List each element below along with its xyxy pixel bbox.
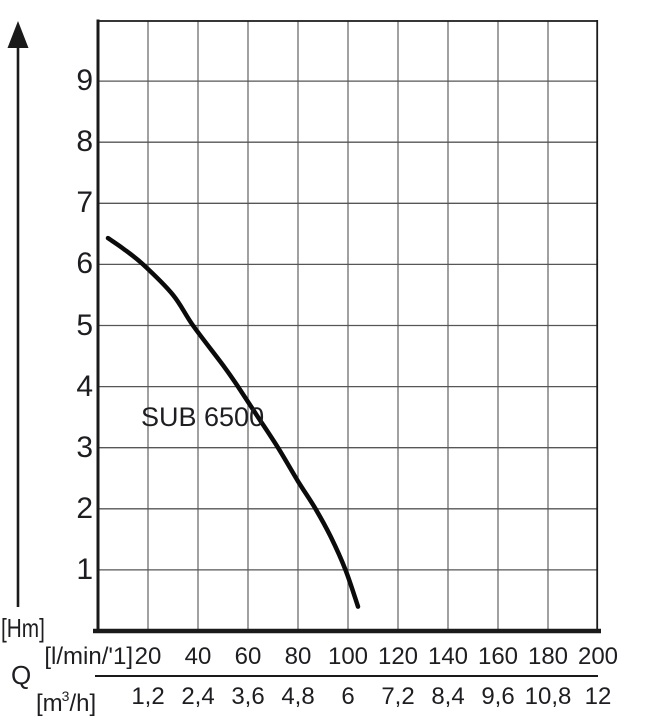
x-tick-label-m3h: 2,4 — [181, 683, 215, 710]
x-tick-label-lmin: 40 — [184, 643, 212, 670]
plot-border — [93, 19, 601, 634]
x-axis-m3h-unit-label: [m3/h] — [36, 684, 96, 717]
y-tick-label: 2 — [76, 491, 93, 525]
x-tick-label-lmin: 160 — [477, 643, 519, 670]
m3h-unit-superscript: 3 — [61, 688, 70, 704]
y-tick-label: 6 — [76, 247, 93, 281]
x-tick-label-lmin: 120 — [377, 643, 419, 670]
x-tick-label-lmin: 80 — [284, 643, 312, 670]
x-tick-label-lmin: 20 — [134, 643, 162, 670]
x-tick-label-m3h: 1,2 — [131, 683, 165, 710]
x-tick-label-lmin: 200 — [577, 643, 619, 670]
x-tick-label-m3h: 9,6 — [481, 683, 515, 710]
x-tick-label-m3h: 6 — [341, 683, 355, 710]
y-tick-label: 4 — [76, 369, 93, 403]
m3h-unit-suffix: /h] — [69, 690, 97, 717]
x-tick-label-m3h: 3,6 — [231, 683, 265, 710]
curve-label: SUB 6500 — [141, 402, 265, 432]
x-tick-label-m3h: 10,8 — [524, 683, 572, 710]
x-tick-label-m3h: 12 — [584, 683, 612, 710]
x-tick-label-lmin: 60 — [234, 643, 262, 670]
x-tick-label-m3h: 7,2 — [381, 683, 415, 710]
y-tick-label: 3 — [76, 430, 93, 464]
x-axis-row-separator — [95, 675, 598, 677]
x-tick-label-m3h: 8,4 — [431, 683, 465, 710]
x-tick-label-m3h: 4,8 — [281, 683, 315, 710]
y-tick-label: 5 — [76, 308, 93, 342]
y-tick-label: 9 — [76, 64, 93, 98]
pump-curve — [105, 235, 361, 609]
y-tick-label: 8 — [76, 125, 93, 159]
x-axis-quantity-label: Q — [11, 660, 32, 690]
m3h-unit-prefix: [m — [36, 690, 63, 717]
grid-lines — [98, 21, 597, 631]
y-axis-arrow-icon — [7, 21, 29, 607]
y-axis-unit-label: [Hm] — [1, 613, 45, 643]
x-tick-label-lmin: 100 — [327, 643, 369, 670]
y-tick-label: 7 — [76, 186, 93, 220]
x-axis-lmin-unit-label: [l/min/'1] — [44, 643, 133, 670]
x-tick-label-lmin: 180 — [527, 643, 569, 670]
x-tick-label-lmin: 140 — [427, 643, 469, 670]
y-tick-label: 1 — [76, 552, 93, 586]
